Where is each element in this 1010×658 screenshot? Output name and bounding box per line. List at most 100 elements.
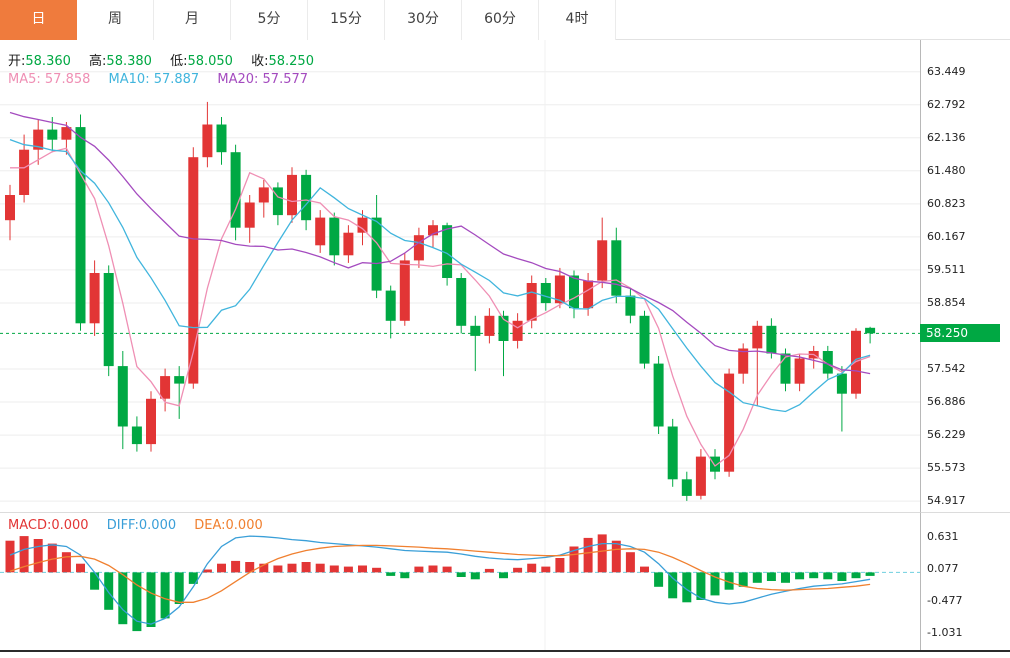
tab-day[interactable]: 日: [0, 0, 77, 40]
macd-bar: [174, 572, 184, 604]
tab-60min[interactable]: 60分: [462, 0, 539, 40]
ma20-readout: MA20: 57.577: [217, 72, 308, 87]
tab-15min[interactable]: 15分: [308, 0, 385, 40]
macd-bar: [625, 552, 635, 573]
macd-bar: [5, 540, 15, 573]
macd-bar: [823, 572, 833, 580]
macd-tick-label: 0.077: [927, 561, 959, 575]
tab-week[interactable]: 周: [77, 0, 154, 40]
macd-bar: [188, 572, 198, 584]
candle-body: [47, 129, 58, 140]
macd-bar: [781, 572, 790, 583]
candle-body: [836, 373, 847, 394]
candle-body: [695, 456, 706, 496]
price-tick-label: 62.792: [927, 97, 966, 111]
price-tick-label: 55.573: [927, 461, 966, 475]
ohlc-readout: 开:58.360 高:58.380 低:58.050 收:58.250: [8, 50, 328, 69]
macd-bar: [456, 572, 466, 577]
candle-body: [75, 127, 86, 324]
last-price-tag: 58.250: [920, 324, 1000, 343]
timeframe-tabbar: 日 周 月 5分 15分 30分 60分 4时: [0, 0, 1010, 40]
candle-body: [554, 275, 565, 304]
diff-label: DIFF:: [106, 518, 139, 533]
candle-body: [428, 225, 438, 236]
macd-bar: [865, 572, 875, 576]
macd-bar: [654, 572, 664, 587]
ma20-line: [9, 111, 871, 375]
close-readout: 收:58.250: [251, 54, 314, 69]
low-label: 低:: [170, 54, 188, 69]
ma5-readout: MA5: 57.858: [8, 72, 90, 87]
macd-bar: [640, 566, 649, 573]
ma20-value: 57.577: [262, 72, 309, 87]
macd-bar: [90, 572, 100, 590]
macd-bar: [569, 546, 579, 573]
price-chart-canvas[interactable]: [0, 40, 920, 512]
ma10-value: 57.887: [153, 72, 200, 87]
candle-body: [865, 327, 876, 334]
diff-value-readout: DIFF:0.000: [107, 518, 176, 533]
high-value: 58.380: [106, 54, 152, 69]
macd-bar: [583, 537, 593, 573]
candle-body: [413, 235, 424, 261]
dea-value-readout: DEA:0.000: [194, 518, 263, 533]
macd-bar: [795, 572, 805, 580]
open-value: 58.360: [25, 54, 71, 69]
candle-body: [329, 217, 340, 256]
candle-body: [653, 363, 664, 427]
candle-body: [315, 217, 326, 246]
open-label: 开:: [8, 54, 26, 69]
macd-bar: [851, 572, 861, 579]
ma5-line: [10, 147, 871, 467]
candle-body: [597, 240, 608, 281]
candle-body: [639, 315, 650, 364]
candle-body: [540, 283, 551, 304]
price-tick-label: 60.167: [927, 229, 966, 243]
candle-body: [160, 376, 171, 399]
tab-4hour[interactable]: 4时: [539, 0, 616, 40]
macd-bar: [611, 540, 621, 573]
ma10-label: MA10:: [108, 72, 150, 87]
ma-readout: MA5: 57.858 MA10: 57.887 MA20: 57.577: [8, 72, 322, 87]
price-tick-label: 61.480: [927, 163, 966, 177]
candle-body: [512, 320, 523, 341]
macd-bar: [329, 565, 339, 573]
candle-body: [625, 295, 636, 316]
tab-5min[interactable]: 5分: [231, 0, 308, 40]
price-tick-label: 57.542: [927, 361, 966, 375]
macd-bar: [61, 552, 71, 573]
macd-bar: [597, 534, 607, 573]
chart-bottom-border: [0, 650, 1010, 652]
price-tick-label: 62.136: [927, 130, 966, 144]
candle-body: [287, 174, 297, 216]
macd-bar: [301, 562, 311, 573]
macd-bar: [809, 572, 819, 579]
price-tick-label: 56.886: [927, 395, 966, 408]
candle-body: [258, 187, 269, 203]
macd-bar: [160, 572, 170, 619]
tab-month[interactable]: 月: [154, 0, 231, 40]
candle-body: [103, 273, 114, 367]
macd-bar: [76, 563, 85, 573]
macd-bar: [132, 572, 142, 632]
ma20-label: MA20:: [217, 72, 259, 87]
high-readout: 高:58.380: [89, 54, 152, 69]
macd-tick-label: -1.031: [927, 625, 963, 639]
candle-body: [33, 129, 44, 150]
ma10-readout: MA10: 57.887: [109, 72, 200, 87]
candle-body: [216, 124, 227, 153]
dea-line: [9, 544, 871, 603]
tab-30min[interactable]: 30分: [385, 0, 462, 40]
candle-body: [710, 456, 720, 472]
candle-body: [230, 152, 241, 228]
price-tick-label: 59.511: [927, 262, 966, 276]
macd-bar: [202, 569, 212, 573]
macd-tick-label: 0.631: [927, 530, 959, 544]
macd-bar: [541, 566, 551, 573]
candle-body: [442, 225, 453, 278]
candle-body: [272, 187, 283, 216]
candle-body: [371, 217, 382, 291]
macd-bar: [33, 539, 43, 573]
macd-chart-canvas[interactable]: [0, 512, 920, 650]
candle-body: [343, 232, 354, 256]
